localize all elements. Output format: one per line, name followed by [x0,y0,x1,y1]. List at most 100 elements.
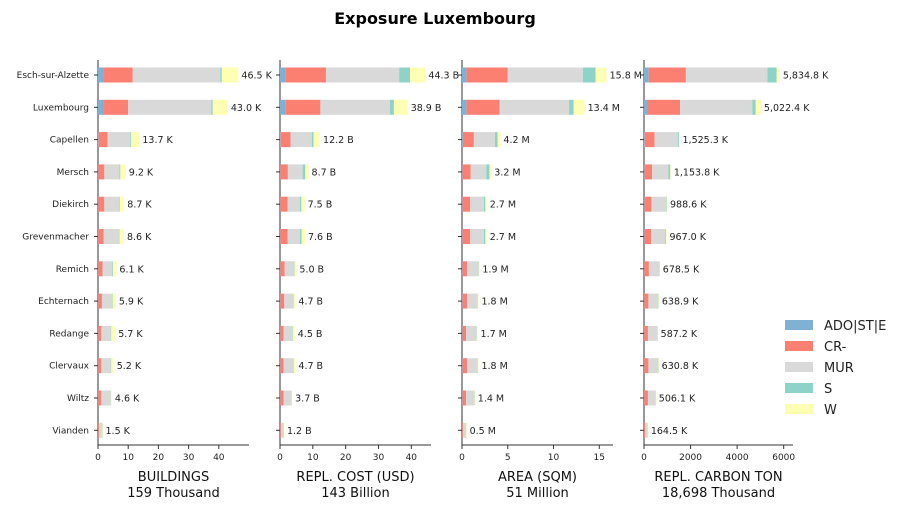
x-axis-subtitle: 18,698 Thousand [662,486,775,501]
bar-segment-w [477,358,479,374]
bar-total-label: 1.8 M [481,361,507,372]
bar-total-label: 1.5 K [106,426,131,437]
bar-segment-ado-st-e [98,390,99,406]
bar-segment-ado-st-e [280,390,281,406]
bar-segment-mur [101,358,111,374]
bar-segment-w [666,229,667,244]
bar-segment-ado-st-e [280,132,281,148]
bar-segment-ado-st-e [644,67,649,83]
bar-total-label: 5.0 B [299,264,324,275]
bar-segment-ado-st-e [98,229,99,244]
bar-segment-s [311,132,314,148]
bar-segment-w [111,325,116,341]
bar-segment-cr- [280,422,282,438]
bar-segment-mur [507,67,583,83]
bar-total-label: 5.7 K [118,329,143,340]
bar-total-label: 13.7 K [142,135,173,146]
bar-total-label: 8.7 B [312,167,337,178]
category-label: Vianden [52,426,89,436]
bar-segment-cr- [462,325,467,341]
bar-segment-mur [645,422,648,438]
bar-segment-w [119,229,124,244]
chart-title: Exposure Luxembourg [334,9,536,28]
bar-segment-ado-st-e [644,196,645,212]
bar-segment-mur [284,293,293,309]
bar-segment-w [293,358,296,374]
bar-segment-ado-st-e [462,390,463,406]
bar-total-label: 5.9 K [119,297,144,308]
x-axis-label: REPL. CARBON TON [654,470,782,485]
bar-segment-mur [470,196,484,212]
bar-segment-cr- [644,293,649,309]
bar-total-label: 7.6 B [308,232,333,243]
bar-segment-s [677,132,679,148]
bar-total-label: 0.5 M [470,426,496,437]
bar-segment-s [118,196,120,212]
bar-segment-ado-st-e [98,67,105,83]
legend-label: S [824,382,832,397]
bar-segment-s [211,99,213,115]
x-axis-subtitle: 51 Million [506,486,569,501]
x-axis-subtitle: 143 Billion [321,486,390,501]
bar-segment-w [658,358,659,374]
bar-segment-cr- [98,358,102,374]
bar-segment-cr- [285,67,326,83]
category-label: Mersch [57,168,89,178]
bar-segment-mur [467,293,478,309]
bar-total-label: 38.9 B [411,103,442,114]
category-label: Esch-sur-Alzette [17,71,90,81]
bar-segment-ado-st-e [98,164,99,180]
bar-segment-mur [652,164,669,180]
bar-total-label: 638.9 K [662,297,699,308]
category-label: Clervaux [49,362,90,372]
bar-segment-mur [650,229,666,244]
bar-segment-mur [680,99,753,115]
bar-total-label: 1.4 M [478,394,504,405]
bar-segment-s [752,99,756,115]
bar-segment-s [658,293,659,309]
x-tick-label: 0 [641,453,647,463]
bar-segment-ado-st-e [644,164,645,180]
bar-segment-mur [470,229,484,244]
bar-segment-cr- [280,390,284,406]
bar-segment-mur [99,422,103,438]
bar-total-label: 3.7 B [295,394,320,405]
bar-segment-cr- [98,422,100,438]
bar-segment-ado-st-e [462,196,463,212]
bar-segment-cr- [280,261,285,277]
legend-swatch [785,404,813,414]
bar-segment-w [102,422,103,438]
bar-total-label: 1.2 B [287,426,312,437]
bar-segment-mur [648,293,659,309]
bar-segment-cr- [98,132,108,148]
bar-segment-cr- [644,422,646,438]
bar-segment-cr- [98,293,102,309]
bar-segment-cr- [98,164,105,180]
x-axis-label: BUILDINGS [138,470,209,485]
bar-segment-w [776,67,780,83]
x-tick-label: 5 [505,453,511,463]
x-tick-label: 6000 [772,453,795,463]
category-label: Remich [56,265,89,275]
bar-segment-w [478,261,480,277]
bar-total-label: 164.5 K [651,426,688,437]
bar-segment-w [485,196,487,212]
bar-segment-mur [283,390,292,406]
bar-segment-s [483,229,486,244]
legend-label: CR- [824,340,847,355]
bar-segment-cr- [280,358,284,374]
bar-segment-s [665,196,667,212]
bar-segment-w [659,261,661,277]
bar-segment-w [409,67,426,83]
bar-segment-mur [325,67,400,83]
bar-segment-mur [104,164,120,180]
bar-segment-mur [283,325,293,341]
legend-label: W [824,403,837,418]
bar-segment-s [300,229,302,244]
bar-segment-cr- [98,261,103,277]
bar-segment-w [110,390,112,406]
bar-total-label: 3.2 M [494,167,520,178]
bar-segment-ado-st-e [98,261,99,277]
